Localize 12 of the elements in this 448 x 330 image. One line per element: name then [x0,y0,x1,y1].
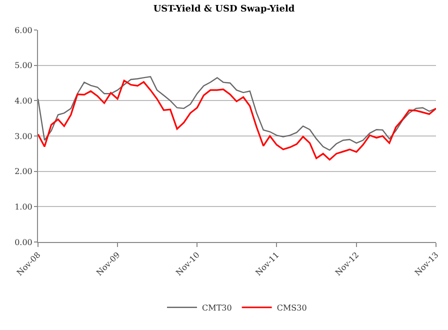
y-tick-label: 0.00 [14,238,32,247]
line-series [38,76,436,151]
legend-label: CMT30 [202,304,232,312]
y-tick-label: 5.00 [14,61,32,70]
line-series [38,80,436,160]
y-tick-label: 4.00 [14,96,32,106]
y-tick-label: 1.00 [14,202,32,212]
y-tick-label: 2.00 [14,167,32,176]
legend-label: CMS30 [276,304,307,312]
y-tick-label: 3.00 [14,132,32,141]
y-tick-label: 6.00 [14,26,32,35]
chart-title: UST-Yield & USD Swap-Yield [153,4,296,14]
